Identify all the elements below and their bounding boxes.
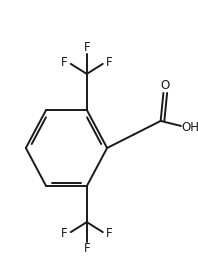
- Text: O: O: [161, 79, 170, 92]
- Text: OH: OH: [181, 122, 198, 134]
- Text: F: F: [106, 227, 112, 240]
- Text: F: F: [106, 57, 112, 69]
- Text: F: F: [84, 241, 90, 255]
- Text: F: F: [84, 41, 90, 54]
- Text: F: F: [61, 227, 68, 240]
- Text: F: F: [61, 57, 68, 69]
